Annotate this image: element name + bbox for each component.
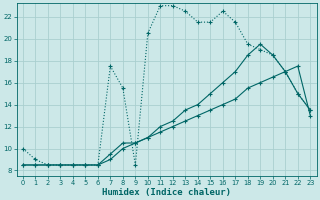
X-axis label: Humidex (Indice chaleur): Humidex (Indice chaleur)	[102, 188, 231, 197]
